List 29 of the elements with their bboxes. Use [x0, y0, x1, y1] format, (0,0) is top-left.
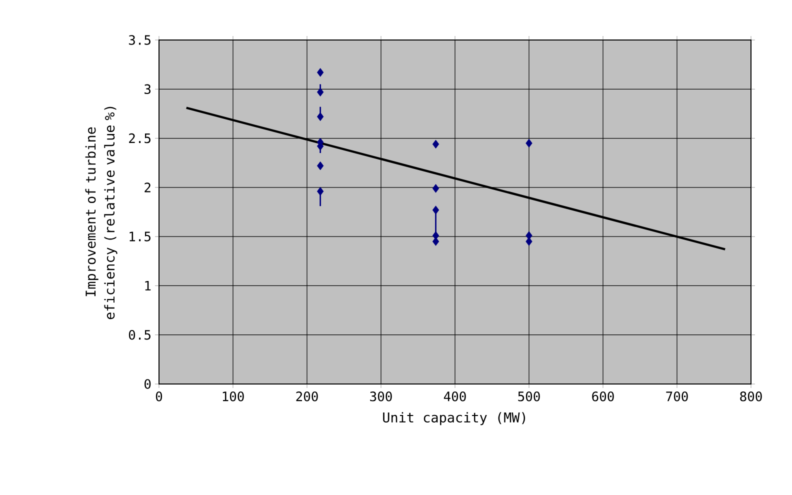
point	[432, 237, 440, 246]
y-tick-label: 2.5	[129, 133, 150, 144]
x-tick-label: 400	[444, 392, 466, 402]
point	[432, 140, 440, 149]
x-tick-label: 500	[518, 392, 540, 402]
y-tick-label: 0.5	[128, 330, 150, 340]
point	[526, 138, 532, 148]
point	[316, 112, 324, 122]
x-tick-label: 100	[222, 392, 244, 402]
point	[432, 184, 440, 193]
x-tick-label: 800	[740, 392, 762, 402]
y-tick-label: 3.5	[128, 35, 150, 45]
x-tick-label: 300	[370, 392, 392, 402]
y-axis-title: Improvement of turbine eficiency (relative value %)	[85, 106, 118, 320]
point	[316, 161, 324, 170]
x-tick-label: 0	[156, 392, 162, 402]
point	[316, 88, 324, 96]
point	[316, 68, 324, 77]
y-tick-label: 3	[144, 84, 151, 94]
y-tick-label: 1.5	[130, 232, 150, 242]
x-tick-label: 200	[296, 392, 318, 402]
x-axis-title: Unit capacity (MW)	[383, 412, 526, 426]
point	[316, 186, 324, 196]
x-tick-label: 600	[592, 392, 614, 402]
y-tick-label: 2	[144, 182, 150, 192]
point	[432, 206, 440, 214]
y-tick-label: 1	[145, 280, 151, 290]
y-tick-label: 0	[144, 379, 151, 389]
x-tick-label: 700	[666, 392, 688, 402]
